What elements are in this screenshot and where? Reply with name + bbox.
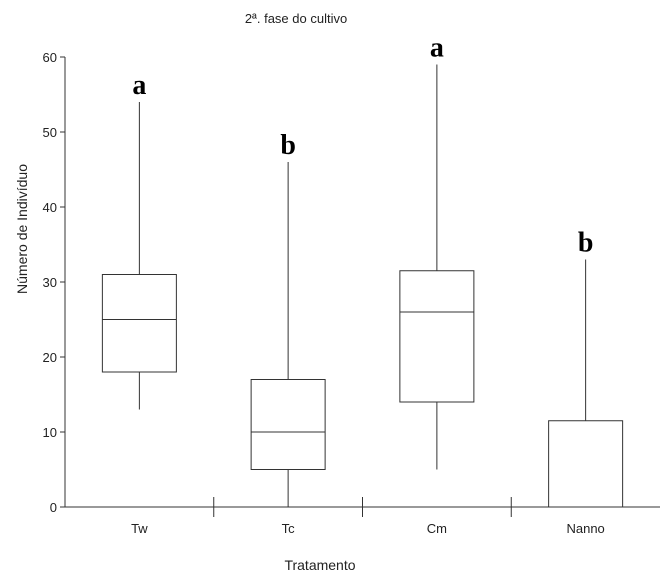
- y-tick-label: 50: [43, 125, 57, 140]
- box-cm: [399, 64, 475, 470]
- significance-letter: a: [132, 70, 146, 101]
- box-iqr: [399, 270, 475, 403]
- x-tick-label: Cm: [427, 521, 447, 536]
- box-iqr: [548, 420, 624, 508]
- y-tick-label: 10: [43, 425, 57, 440]
- x-tick-label: Tc: [282, 521, 296, 536]
- box-tc: [250, 162, 326, 507]
- significance-letters: a b a b: [132, 33, 593, 259]
- boxes: [101, 64, 624, 508]
- chart-title: 2ª. fase do cultivo: [245, 11, 347, 26]
- x-axis-label: Tratamento: [284, 557, 355, 573]
- x-tick-label: Tw: [131, 521, 148, 536]
- significance-letter: b: [280, 130, 296, 161]
- y-tick-label: 30: [43, 275, 57, 290]
- y-tick-label: 0: [50, 500, 57, 515]
- y-axis-label: Número de Indivíduo: [14, 164, 30, 294]
- x-tick-label: Nanno: [566, 521, 604, 536]
- significance-letter: b: [578, 228, 594, 259]
- box-iqr: [101, 274, 177, 373]
- box-tw: [101, 102, 177, 410]
- box-nanno: [548, 259, 624, 508]
- y-tick-label: 60: [43, 50, 57, 65]
- box-iqr: [250, 379, 326, 470]
- y-tick-label: 40: [43, 200, 57, 215]
- y-ticks: 0 10 20 30 40 50 60: [43, 50, 65, 515]
- x-ticks: Tw Tc Cm Nanno: [131, 497, 605, 536]
- significance-letter: a: [430, 33, 444, 64]
- y-tick-label: 20: [43, 350, 57, 365]
